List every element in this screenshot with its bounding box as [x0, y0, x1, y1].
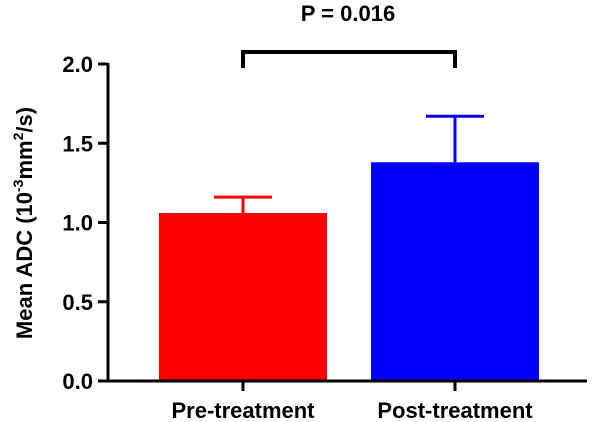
y-axis-title-exponent2: 2	[10, 132, 26, 140]
y-tick-label: 2.0	[62, 52, 93, 77]
y-tick-label: 1.5	[62, 131, 93, 156]
significance-label: P = 0.016	[301, 1, 395, 26]
significance-bracket	[241, 50, 457, 68]
y-axis-title-middle: mm	[12, 140, 37, 179]
y-tick-label: 1.0	[62, 211, 93, 236]
bar-pre-treatment	[159, 212, 327, 381]
x-tick-label: Pre-treatment	[171, 398, 315, 422]
x-tick-label: Post-treatment	[377, 398, 533, 422]
y-axis-title-suffix: /s)	[12, 107, 37, 133]
bar-post-treatment	[371, 162, 539, 381]
y-axis-title: Mean ADC (10-3mm2/s)	[10, 107, 37, 339]
y-axis-title-exponent: -3	[10, 179, 26, 192]
y-axis-title-prefix: Mean ADC (10	[12, 192, 37, 339]
y-tick-label: 0.5	[62, 290, 93, 315]
chart-marks: 0.0 0.5 1.0 1.5 2.0 Pre-treatment Post-treatme…	[62, 50, 587, 422]
y-tick-label: 0.0	[62, 369, 93, 394]
